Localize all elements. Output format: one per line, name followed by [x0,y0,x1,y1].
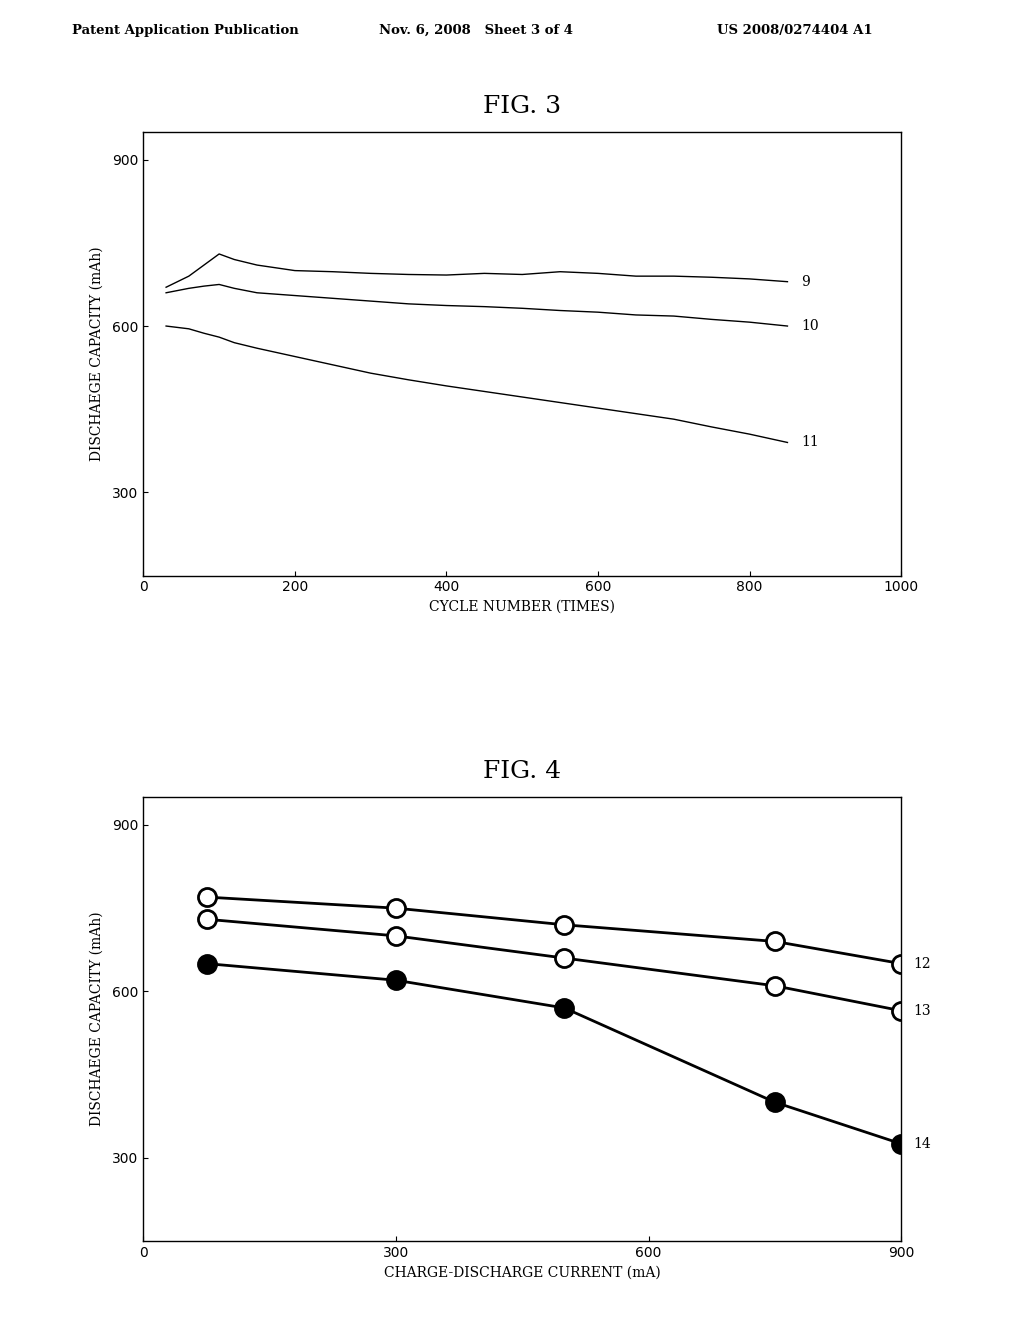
Text: 14: 14 [913,1137,932,1151]
Title: FIG. 3: FIG. 3 [483,95,561,117]
Text: 13: 13 [913,1003,932,1018]
Text: US 2008/0274404 A1: US 2008/0274404 A1 [717,24,872,37]
X-axis label: CHARGE-DISCHARGE CURRENT (mA): CHARGE-DISCHARGE CURRENT (mA) [384,1265,660,1279]
Y-axis label: DISCHAEGE CAPACITY (mAh): DISCHAEGE CAPACITY (mAh) [90,247,103,461]
Text: 11: 11 [801,436,819,450]
Text: 10: 10 [801,319,819,333]
Text: 12: 12 [913,957,932,970]
Y-axis label: DISCHAEGE CAPACITY (mAh): DISCHAEGE CAPACITY (mAh) [90,912,103,1126]
Text: Patent Application Publication: Patent Application Publication [72,24,298,37]
Text: Nov. 6, 2008   Sheet 3 of 4: Nov. 6, 2008 Sheet 3 of 4 [379,24,572,37]
X-axis label: CYCLE NUMBER (TIMES): CYCLE NUMBER (TIMES) [429,599,615,614]
Text: 9: 9 [801,275,810,289]
Title: FIG. 4: FIG. 4 [483,760,561,783]
